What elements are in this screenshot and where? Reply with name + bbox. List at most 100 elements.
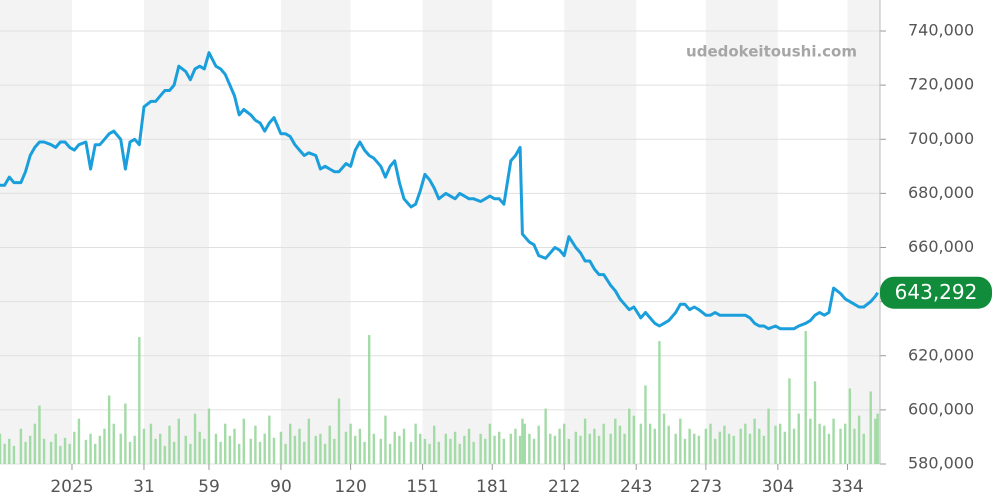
volume-bar [198,431,201,464]
volume-bar [758,428,761,464]
volume-bar [809,418,812,464]
volume-bar [388,443,392,464]
volume-bar [354,435,357,464]
volume-bar [409,441,413,464]
volume-bar [658,341,661,464]
volume-bar [778,423,782,464]
volume-bar [103,428,106,464]
volume-bar [679,418,682,464]
volume-bar [792,428,796,464]
y-tick-label: 620,000 [908,345,974,364]
y-tick-label: 720,000 [908,75,974,94]
watermark: udedokeitoushi.com [686,43,857,61]
volume-bar [644,385,647,464]
volume-bar [428,443,431,464]
volume-bar [648,423,652,464]
x-tick-label: 212 [548,477,580,497]
month-band [280,0,351,464]
volume-bar [219,441,222,464]
volume-bar [453,431,457,464]
x-tick-label: 31 [133,477,155,497]
volume-bar [414,423,417,464]
volume-bar [42,438,46,464]
volume-bar [509,433,513,464]
volume-bar [203,438,206,464]
volume-bar [279,431,283,464]
volume-bar [823,425,826,464]
volume-bar [154,438,157,464]
volume-bar [242,418,245,464]
volume-bar [263,433,266,464]
volume-bar [363,441,366,464]
volume-bar [444,433,448,464]
volume-bar [258,441,262,464]
x-tick-label: 243 [620,477,652,497]
volume-bar [583,418,587,464]
y-tick-label: 740,000 [908,21,974,40]
volume-bar [683,438,687,464]
volume-bar [314,435,317,464]
volume-bar [333,438,336,464]
volume-bar [544,408,547,464]
volume-bar [523,423,526,464]
volume-bar [12,445,16,464]
volume-bar [38,405,41,464]
volume-bar [449,438,452,464]
volume-bar [602,423,605,464]
volume-bar [528,433,531,464]
x-tick-label: 273 [690,477,722,497]
volume-bar [618,425,622,464]
volume-bar [177,418,180,464]
volume-bar [89,433,92,464]
volume-bar [193,413,197,464]
volume-bar [268,415,271,464]
volume-bar [723,425,726,464]
volume-bar [379,438,382,464]
volume-bar [693,433,696,464]
volume-bar [614,418,617,464]
y-tick-label: 600,000 [908,399,974,418]
volume-bar [558,428,561,464]
volume-bar [28,435,32,464]
volume-bar [704,428,708,464]
volume-bar [224,423,227,464]
x-tick-label: 2025 [50,477,93,497]
volume-bar [739,428,742,464]
volume-bar [284,443,287,464]
y-tick-label: 680,000 [908,183,974,202]
volume-bar [514,428,517,464]
volume-bar [0,433,2,464]
volume-bar [876,413,879,464]
volume-bar [163,445,167,464]
volume-bar [358,428,362,464]
volume-bar [372,433,376,464]
volume-bar [289,423,292,464]
volume-bar [574,431,578,464]
volume-bar [697,435,701,464]
volume-bar [98,435,102,464]
volume-bar [709,423,712,464]
volume-bar [423,438,427,464]
volume-bar [302,441,306,464]
volume-bar [337,398,341,464]
volume-bar [367,335,371,464]
volume-bar [744,423,747,464]
y-tick-label: 580,000 [908,454,974,473]
volume-bar [472,441,475,464]
volume-bar [783,431,787,464]
volume-bar [133,435,136,464]
volume-bar [718,431,721,464]
volume-bar [502,438,506,464]
volume-bar [189,443,192,464]
volume-bar [63,437,67,464]
volume-bar [319,433,322,464]
volume-bar [237,443,241,464]
volume-bar [662,413,666,464]
volume-bar [727,433,731,464]
x-tick-label: 334 [831,477,863,497]
volume-bar [112,423,115,464]
volume-bar [753,418,756,464]
volume-bar [632,415,636,464]
volume-bar [813,381,817,464]
volume-bar [579,435,582,464]
